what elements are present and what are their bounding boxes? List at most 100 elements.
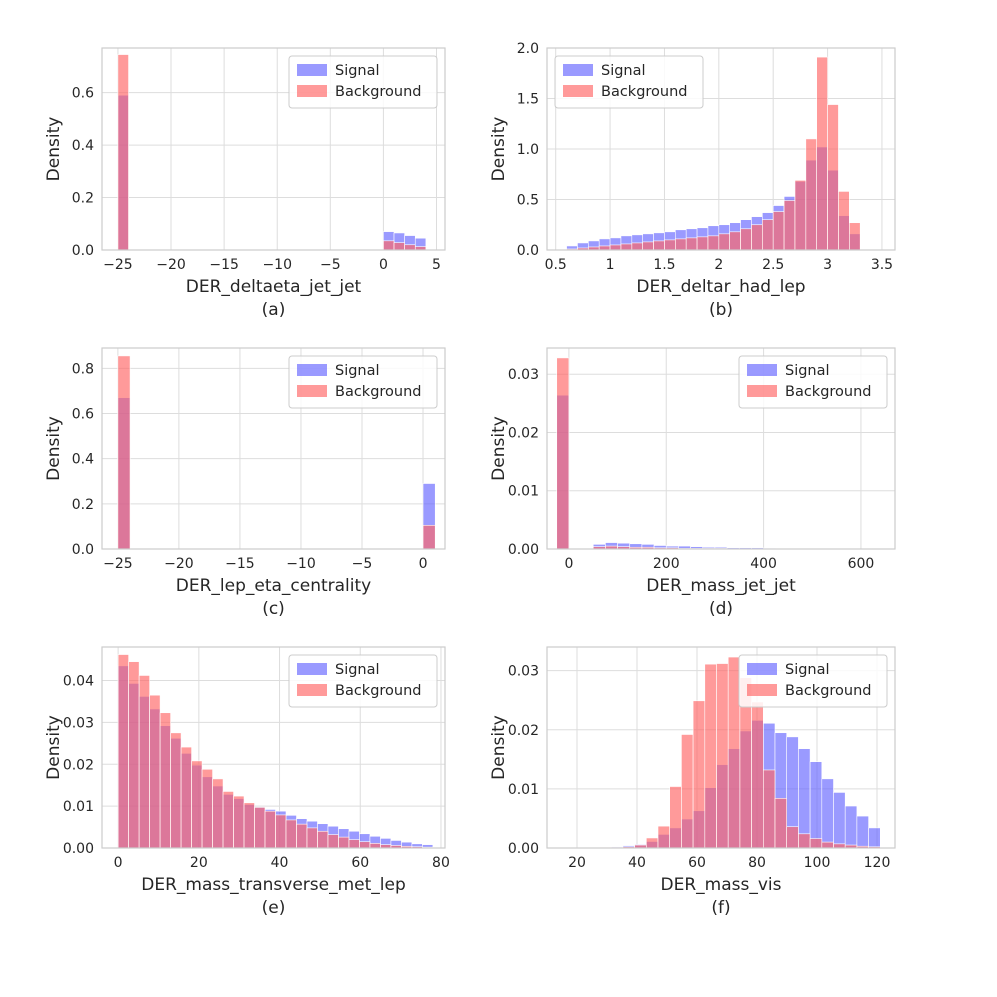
background-bar xyxy=(740,228,752,251)
plot-frame xyxy=(546,47,896,251)
background-bar xyxy=(786,826,799,849)
signal-bar xyxy=(833,792,846,849)
y-axis-label: Density xyxy=(489,715,509,780)
y-tick-label: 0.02 xyxy=(508,425,539,441)
background-bar xyxy=(201,768,213,849)
legend-swatch-signal xyxy=(297,64,327,76)
background-bar xyxy=(642,241,654,251)
legend-swatch-background xyxy=(297,85,327,97)
background-bar xyxy=(816,56,828,251)
y-tick-label: 0.6 xyxy=(72,406,94,422)
y-tick-label: 0.00 xyxy=(508,841,539,857)
background-bar xyxy=(657,825,670,849)
y-tick-label: 1.5 xyxy=(517,92,539,108)
x-tick-label: 0 xyxy=(564,556,573,572)
background-bar xyxy=(727,656,741,849)
x-tick-label: 200 xyxy=(653,556,680,572)
background-bar xyxy=(359,841,371,849)
legend-label-background: Background xyxy=(785,384,872,400)
background-bar xyxy=(212,778,224,849)
background-bar xyxy=(180,746,192,849)
x-tick-label: 1.5 xyxy=(653,257,675,273)
y-tick-label: 0.4 xyxy=(72,138,94,154)
background-bar xyxy=(306,827,318,849)
background-bar xyxy=(159,712,171,849)
x-tick-label: 3 xyxy=(823,257,832,273)
background-bar xyxy=(696,236,709,251)
x-tick-label: 600 xyxy=(848,556,875,572)
chart-panel-5: 0 20 40 60 80 0.00 0.01 0.02 0.03 0.04 DER_mass_tr… xyxy=(44,646,450,918)
background-bar xyxy=(275,814,287,849)
background-bar xyxy=(254,807,266,849)
x-axis-label: DER_lep_eta_centrality xyxy=(176,576,371,596)
background-bar xyxy=(149,694,161,849)
x-tick-label: −5 xyxy=(320,257,341,273)
x-axis-label: DER_deltar_had_lep xyxy=(636,277,805,297)
background-bar xyxy=(243,802,255,849)
background-bar xyxy=(685,237,698,251)
y-tick-label: 0.02 xyxy=(63,757,94,773)
x-tick-label: 40 xyxy=(271,855,289,871)
y-tick-label: 0.2 xyxy=(72,497,94,513)
y-tick-label: 0.8 xyxy=(72,361,94,377)
legend: Signal Background xyxy=(738,355,888,409)
x-tick-label: 60 xyxy=(688,855,706,871)
background-bar xyxy=(117,355,131,550)
background-bar xyxy=(422,524,436,550)
x-axis-label: DER_mass_jet_jet xyxy=(646,576,796,596)
panel-label: (f) xyxy=(711,898,730,918)
x-tick-label: 400 xyxy=(750,556,777,572)
panel-label: (b) xyxy=(709,300,733,320)
background-bar xyxy=(838,191,850,251)
background-bar xyxy=(369,843,381,849)
background-bar xyxy=(729,231,741,251)
legend-swatch-signal xyxy=(563,64,593,76)
background-bar xyxy=(669,786,682,849)
y-tick-label: 0.4 xyxy=(72,452,94,468)
legend-swatch-background xyxy=(297,385,327,397)
plot-frame xyxy=(101,646,446,849)
x-tick-label: −15 xyxy=(225,556,255,572)
background-bar xyxy=(631,242,644,251)
plot-frame xyxy=(101,47,446,251)
background-bar xyxy=(774,798,787,849)
background-bar xyxy=(338,836,350,849)
background-bar xyxy=(296,823,308,849)
y-tick-label: 0.03 xyxy=(508,664,539,680)
background-bar xyxy=(762,219,774,251)
x-tick-label: 0 xyxy=(379,257,388,273)
background-bar xyxy=(681,734,694,849)
background-bar xyxy=(138,675,150,849)
x-tick-label: 3.5 xyxy=(871,257,893,273)
x-tick-label: −5 xyxy=(352,556,373,572)
x-tick-label: 60 xyxy=(351,855,369,871)
background-bar xyxy=(751,224,763,251)
y-tick-label: 0.01 xyxy=(63,799,94,815)
legend-swatch-signal xyxy=(747,663,777,675)
chart-panel-3: −25 −20 −15 −10 −5 0 0.0 0.2 0.4 0.6 0.8 DER_lep_et… xyxy=(44,347,446,619)
legend: Signal Background xyxy=(738,654,888,708)
legend-label-background: Background xyxy=(335,683,422,699)
background-bar xyxy=(783,200,796,251)
y-axis-label: Density xyxy=(489,416,509,481)
background-bar xyxy=(762,769,776,849)
legend-swatch-background xyxy=(747,684,777,696)
legend-label-signal: Signal xyxy=(335,363,380,379)
background-bar xyxy=(556,357,570,550)
background-bar xyxy=(827,104,839,251)
background-bar xyxy=(393,242,405,251)
background-bar xyxy=(117,654,129,849)
background-bar xyxy=(327,834,339,849)
background-bar xyxy=(598,245,611,251)
x-tick-label: 80 xyxy=(432,855,450,871)
legend-label-background: Background xyxy=(601,84,688,100)
background-bar xyxy=(718,233,731,251)
y-tick-label: 0.03 xyxy=(508,367,539,383)
legend: Signal Background xyxy=(288,355,438,409)
y-tick-label: 0.03 xyxy=(63,715,94,731)
background-bar xyxy=(798,833,811,849)
y-tick-label: 0.02 xyxy=(508,723,539,739)
background-bar xyxy=(692,700,706,849)
x-axis-label: DER_mass_transverse_met_lep xyxy=(141,875,406,895)
y-tick-label: 0.2 xyxy=(72,191,94,207)
